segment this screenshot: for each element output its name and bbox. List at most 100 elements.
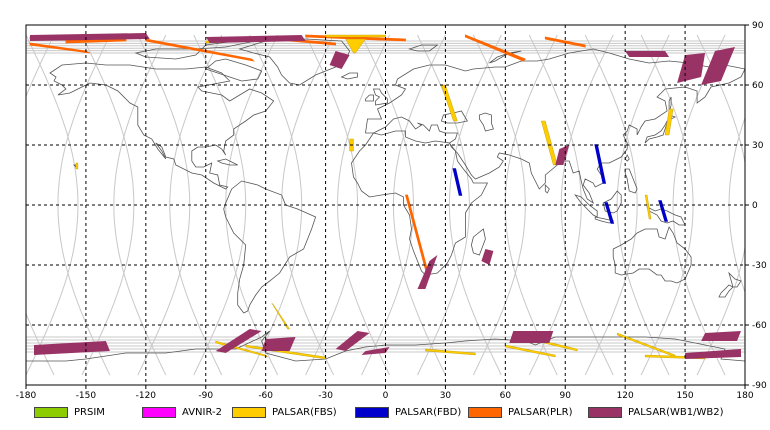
coastline-south-america: [223, 180, 317, 314]
x-tick-label: 60: [500, 391, 512, 400]
swath-fbs: [325, 34, 386, 38]
y-tick-label: -60: [752, 321, 767, 331]
x-tick-label: -150: [76, 391, 97, 400]
x-tick-label: 90: [560, 391, 572, 400]
legend-item-palsar-wb: PALSAR(WB1/WB2): [588, 406, 724, 418]
orbit-track: [249, 34, 303, 376]
swath-wb: [677, 53, 706, 83]
swath-fbd: [658, 200, 669, 222]
orbit-track: [672, 34, 726, 376]
swath-fbs: [345, 38, 366, 54]
swath-wb: [625, 51, 670, 57]
coastline-caspian: [479, 112, 494, 132]
y-tick-label: 30: [752, 141, 764, 151]
coastline-new-zealand: [718, 271, 742, 298]
coastline-baffin: [204, 58, 263, 82]
y-tick-label: 90: [752, 21, 764, 31]
y-tick-label: -90: [752, 381, 767, 391]
swath-fbs: [644, 194, 652, 220]
coastline-iceland: [340, 72, 358, 80]
swath-plr: [544, 36, 586, 48]
legend-swatch-palsar-fbs: [232, 406, 266, 418]
legend-swatch-avnir2: [142, 406, 176, 418]
x-tick-label: 150: [676, 391, 693, 400]
swath-wb: [215, 329, 262, 353]
orbit-track: [337, 34, 390, 376]
orbit-track: [113, 34, 167, 376]
swath-wb: [417, 255, 438, 289]
orbit-track: [584, 34, 638, 376]
legend-item-avnir2: AVNIR-2: [142, 406, 222, 418]
legend-label-palsar-fbd: PALSAR(FBD): [395, 406, 462, 418]
orbit-track: [361, 34, 415, 376]
swath-fbs: [425, 348, 476, 356]
x-tick-label: 0: [383, 391, 389, 400]
orbit-track: [448, 34, 502, 376]
coastline-sri-lanka: [544, 184, 550, 194]
x-tick-label: 120: [617, 391, 634, 400]
swath-wb: [261, 337, 296, 351]
swath-wb: [481, 249, 494, 265]
swath-fbs: [271, 302, 290, 330]
y-tick-label: 60: [752, 81, 764, 91]
map-canvas: -180 -150 -120 -90 -60 -30 0 30 60 90 120 150 180 90 6…: [16, 21, 767, 400]
swath-wb: [34, 341, 110, 355]
swath-fbs: [75, 162, 79, 170]
orbit-track: [616, 34, 670, 376]
swaths-wb: [30, 33, 741, 359]
coastline-svalbard: [408, 44, 439, 52]
legend-swatch-palsar-wb: [588, 406, 622, 418]
coastline-java: [594, 216, 615, 224]
coastline-cuba: [216, 158, 238, 166]
swath-fbd: [604, 202, 615, 224]
legend-item-palsar-plr: PALSAR(PLR): [468, 406, 572, 418]
legend-label-palsar-fbs: PALSAR(FBS): [272, 406, 337, 418]
legend-label-avnir2: AVNIR-2: [182, 406, 222, 418]
swath-wb: [701, 47, 735, 85]
swath-fbs: [664, 108, 674, 136]
coastline-black-sea: [440, 110, 469, 124]
legend: PRSIM AVNIR-2 PALSAR(FBS) PALSAR(FBD) PA…: [0, 400, 770, 430]
y-tick-label: -30: [752, 261, 767, 271]
swath-wb: [329, 51, 350, 69]
swath-wb: [361, 347, 390, 355]
y-tick-label: 0: [752, 201, 758, 211]
swath-fbs: [505, 344, 556, 358]
coastline-novaya-zemlya: [489, 50, 522, 64]
x-tick-label: -30: [318, 391, 333, 400]
coastline-africa: [351, 130, 489, 276]
orbit-track: [26, 34, 79, 376]
coastline-greenland: [238, 38, 351, 86]
coastline-madagascar: [470, 228, 486, 256]
coastline-taiwan: [624, 154, 630, 162]
orbit-track: [193, 34, 247, 376]
swath-plr: [29, 42, 91, 54]
orbit-track: [696, 34, 745, 376]
x-tick-label: -90: [198, 391, 213, 400]
legend-item-prism: PRSIM: [34, 406, 105, 418]
legend-swatch-palsar-fbd: [355, 406, 389, 418]
swath-plr: [145, 38, 255, 62]
legend-item-palsar-fbd: PALSAR(FBD): [355, 406, 461, 418]
legend-label-palsar-plr: PALSAR(PLR): [508, 406, 573, 418]
orbit-track: [281, 34, 335, 376]
legend-label-palsar-wb: PALSAR(WB1/WB2): [628, 406, 724, 418]
orbit-track: [528, 34, 582, 376]
x-tick-label: 30: [440, 391, 452, 400]
orbit-track: [26, 34, 55, 376]
swath-wb: [205, 35, 306, 43]
x-tick-label: -60: [258, 391, 273, 400]
swath-wb: [509, 331, 554, 343]
legend-swatch-prism: [34, 406, 68, 418]
swath-wb: [30, 33, 150, 41]
swath-wb: [685, 349, 741, 359]
swath-wb: [701, 331, 741, 341]
swath-wb: [335, 331, 370, 351]
orbit-track: [417, 34, 470, 376]
coastline-north-america: [49, 62, 275, 190]
coastline-uk: [372, 88, 388, 106]
x-tick-label: -120: [136, 391, 157, 400]
x-tick-label: -180: [16, 391, 37, 400]
legend-item-palsar-fbs: PALSAR(FBS): [232, 406, 337, 418]
swath-wb: [555, 145, 570, 165]
